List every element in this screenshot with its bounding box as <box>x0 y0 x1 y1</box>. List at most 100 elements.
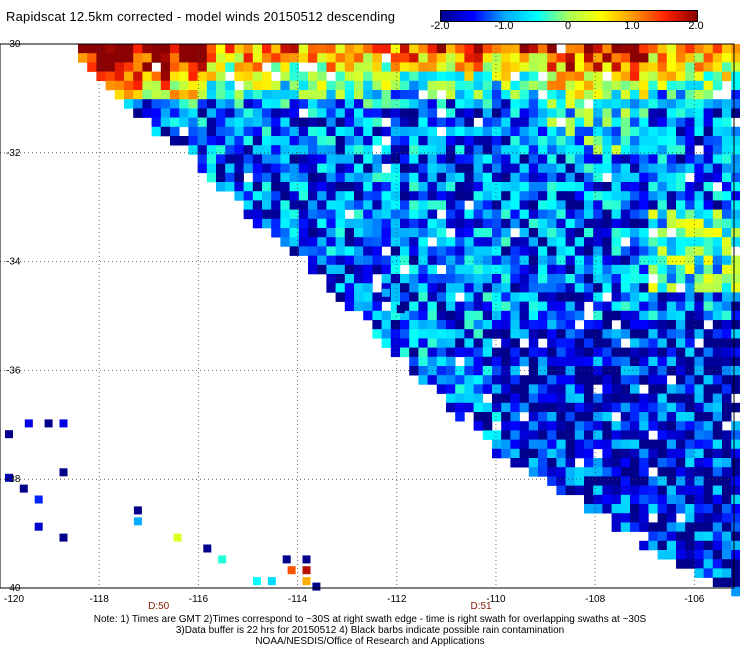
swath-cell <box>620 246 631 256</box>
swath-cell <box>289 209 300 220</box>
swath-cell <box>620 448 631 459</box>
swath-cell <box>712 448 723 459</box>
swath-cell <box>482 283 493 293</box>
footnote-line-3: NOAA/NESDIS/Office of Research and Appli… <box>255 636 485 647</box>
swath-cell <box>666 44 677 54</box>
swath-cell <box>722 283 732 293</box>
scattered-cell <box>287 566 296 575</box>
swath-cell <box>473 182 484 192</box>
swath-cell <box>703 421 714 431</box>
swath-cell <box>630 393 640 404</box>
swath-cell <box>722 568 732 578</box>
swath-cell <box>519 228 530 238</box>
swath-cell <box>400 80 410 91</box>
swath-cell <box>593 200 603 210</box>
swath-cell <box>639 126 649 137</box>
swath-cell <box>538 246 548 256</box>
swath-cell <box>298 80 309 91</box>
swath-cell <box>648 412 658 422</box>
swath-cell <box>464 283 474 293</box>
swath-cell <box>565 108 576 118</box>
swath-cell <box>639 513 649 523</box>
swath-cell <box>400 117 410 128</box>
swath-cell <box>574 145 585 155</box>
swath-cell <box>289 44 300 54</box>
swath-cell <box>381 264 392 275</box>
swath-cell <box>354 292 364 302</box>
swath-cell <box>731 154 740 164</box>
swath-cell <box>703 283 714 293</box>
swath-cell <box>547 283 557 293</box>
swath-cell <box>620 117 631 128</box>
swath-cell <box>676 338 686 348</box>
swath-cell <box>216 80 226 91</box>
swath-cell <box>657 301 668 312</box>
swath-cell <box>492 448 502 459</box>
latitude-label: -30 <box>6 39 21 50</box>
swath-cell <box>703 172 714 183</box>
swath-cell <box>289 172 300 183</box>
swath-cell <box>731 458 740 468</box>
swath-cell <box>712 338 723 348</box>
swath-cell <box>510 412 520 422</box>
swath-cell <box>712 99 723 109</box>
swath-cell <box>473 172 484 183</box>
swath-cell <box>418 191 428 201</box>
swath-cell <box>657 412 668 422</box>
swath-cell <box>225 172 235 183</box>
swath-cell <box>363 301 373 312</box>
swath-cell <box>712 62 723 72</box>
swath-cell <box>657 172 668 183</box>
swath-cell <box>482 172 493 183</box>
swath-cell <box>538 347 548 358</box>
swath-cell <box>151 126 162 137</box>
swath-cell <box>630 136 640 146</box>
swath-cell <box>464 90 474 100</box>
swath-cell <box>639 504 649 514</box>
swath-cell <box>657 99 668 109</box>
swath-cell <box>519 246 530 256</box>
swath-cell <box>206 53 217 63</box>
swath-cell <box>639 237 649 247</box>
swath-cell <box>464 172 474 183</box>
swath-cell <box>206 172 217 183</box>
swath-cell <box>510 218 520 229</box>
swath-cell <box>648 200 658 210</box>
swath-cell <box>584 430 594 440</box>
swath-cell <box>335 62 346 72</box>
swath-cell <box>151 99 162 109</box>
swath-cell <box>703 209 714 220</box>
swath-cell <box>657 504 668 514</box>
swath-cell <box>78 53 88 63</box>
swath-cell <box>547 347 557 358</box>
swath-cell <box>602 218 612 229</box>
swath-cell <box>547 292 557 302</box>
swath-cell <box>712 559 723 569</box>
swath-cell <box>630 191 640 201</box>
swath-cell <box>492 329 502 339</box>
swath-cell <box>574 310 585 321</box>
swath-cell <box>731 485 740 496</box>
swath-cell <box>602 283 612 293</box>
swath-cell <box>731 136 740 146</box>
swath-cell <box>372 117 382 128</box>
swath-cell <box>565 338 576 348</box>
swath-cell <box>611 283 622 293</box>
swath-cell <box>271 191 281 201</box>
swath-cell <box>335 255 346 266</box>
scattered-cell <box>24 419 33 428</box>
swath-cell <box>538 154 548 164</box>
swath-cell <box>363 283 373 293</box>
swath-cell <box>712 375 723 385</box>
swath-cell <box>528 126 539 137</box>
swath-cell <box>602 62 612 72</box>
swath-cell <box>639 412 649 422</box>
swath-cell <box>620 218 631 229</box>
swath-cell <box>335 44 346 54</box>
swath-cell <box>528 53 539 63</box>
swath-cell <box>271 145 281 155</box>
swath-cell <box>528 163 539 174</box>
swath-cell <box>326 80 336 91</box>
swath-cell <box>455 62 465 72</box>
